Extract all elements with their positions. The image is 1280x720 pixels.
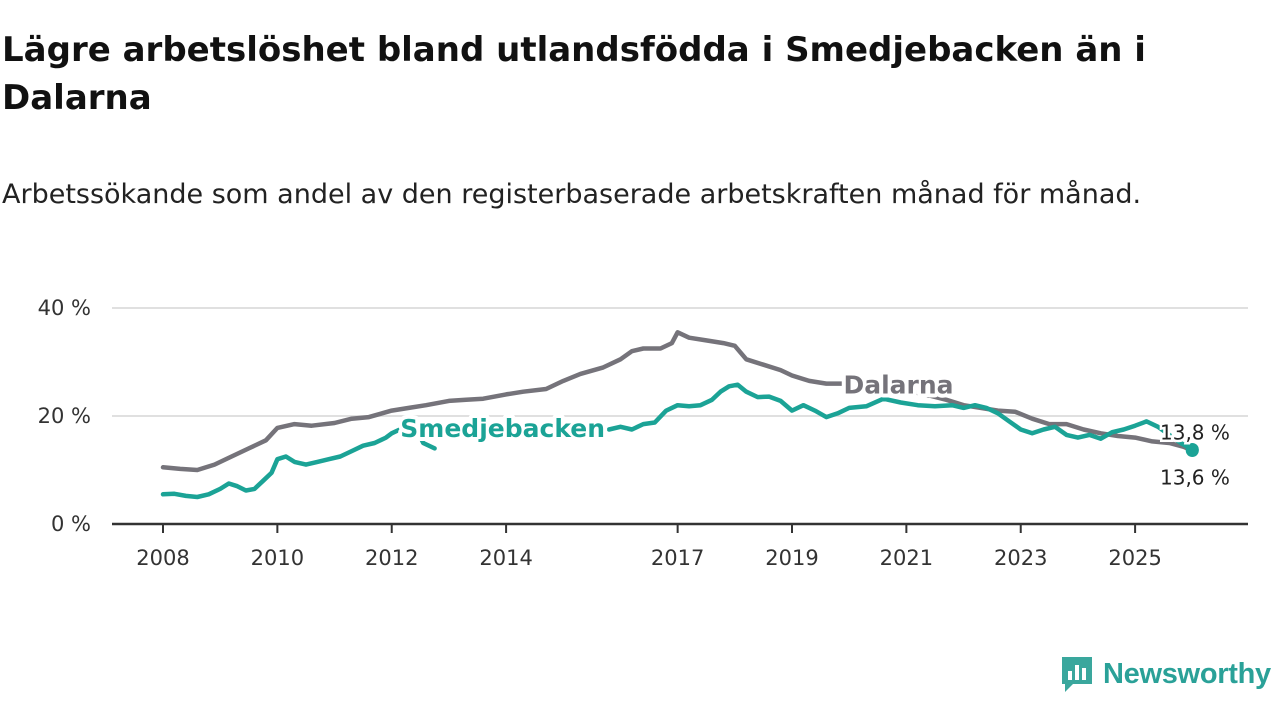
series-label-dalarna: Dalarna <box>843 371 953 400</box>
end-point-smedjebacken <box>1185 442 1199 456</box>
series-lines <box>160 330 1195 500</box>
newsworthy-logo-icon <box>1062 657 1092 692</box>
x-tick-label: 2014 <box>479 546 532 570</box>
series-line-smedjebacken-segment <box>606 382 1195 452</box>
x-tick-label: 2012 <box>365 546 418 570</box>
x-tick-label: 2021 <box>880 546 933 570</box>
y-tick-label: 0 % <box>51 512 91 536</box>
line-chart: 0 % 20 % 40 % 2008 2010 2012 2014 2017 2019 2021 2… <box>38 296 1248 570</box>
y-tick-label: 40 % <box>38 296 91 320</box>
axes: 0 % 20 % 40 % 2008 2010 2012 2014 2017 2019 2021 2… <box>38 296 1248 570</box>
labels: Dalarna Smedjebacken 13,8 % 13,6 % <box>396 367 1232 492</box>
x-tick-label: 2023 <box>994 546 1047 570</box>
x-tick-label: 2010 <box>251 546 304 570</box>
newsworthy-logo-text: Newsworthy <box>1103 657 1271 690</box>
x-tick-label: 2025 <box>1108 546 1161 570</box>
end-label-dalarna: 13,6 % <box>1160 466 1230 490</box>
x-tick-label: 2017 <box>651 546 704 570</box>
gridlines <box>112 307 1248 417</box>
chart-subtitle: Arbetssökande som andel av den registerb… <box>2 179 1142 210</box>
end-label-smedjebacken: 13,8 % <box>1160 420 1230 444</box>
series-line-smedjebacken-segment <box>412 421 437 451</box>
series-line-smedjebacken-segment <box>480 432 492 440</box>
series-line-dalarna <box>160 330 1195 473</box>
series-label-smedjebacken: Smedjebacken <box>400 414 605 443</box>
y-tick-label: 20 % <box>38 404 91 428</box>
newsworthy-logo: Newsworthy <box>1059 654 1271 694</box>
x-tick-label: 2019 <box>765 546 818 570</box>
chart-title: Lägre arbetslöshet bland utlandsfödda i … <box>2 30 1146 118</box>
series-line-smedjebacken <box>160 421 417 500</box>
x-tick-label: 2008 <box>136 546 189 570</box>
